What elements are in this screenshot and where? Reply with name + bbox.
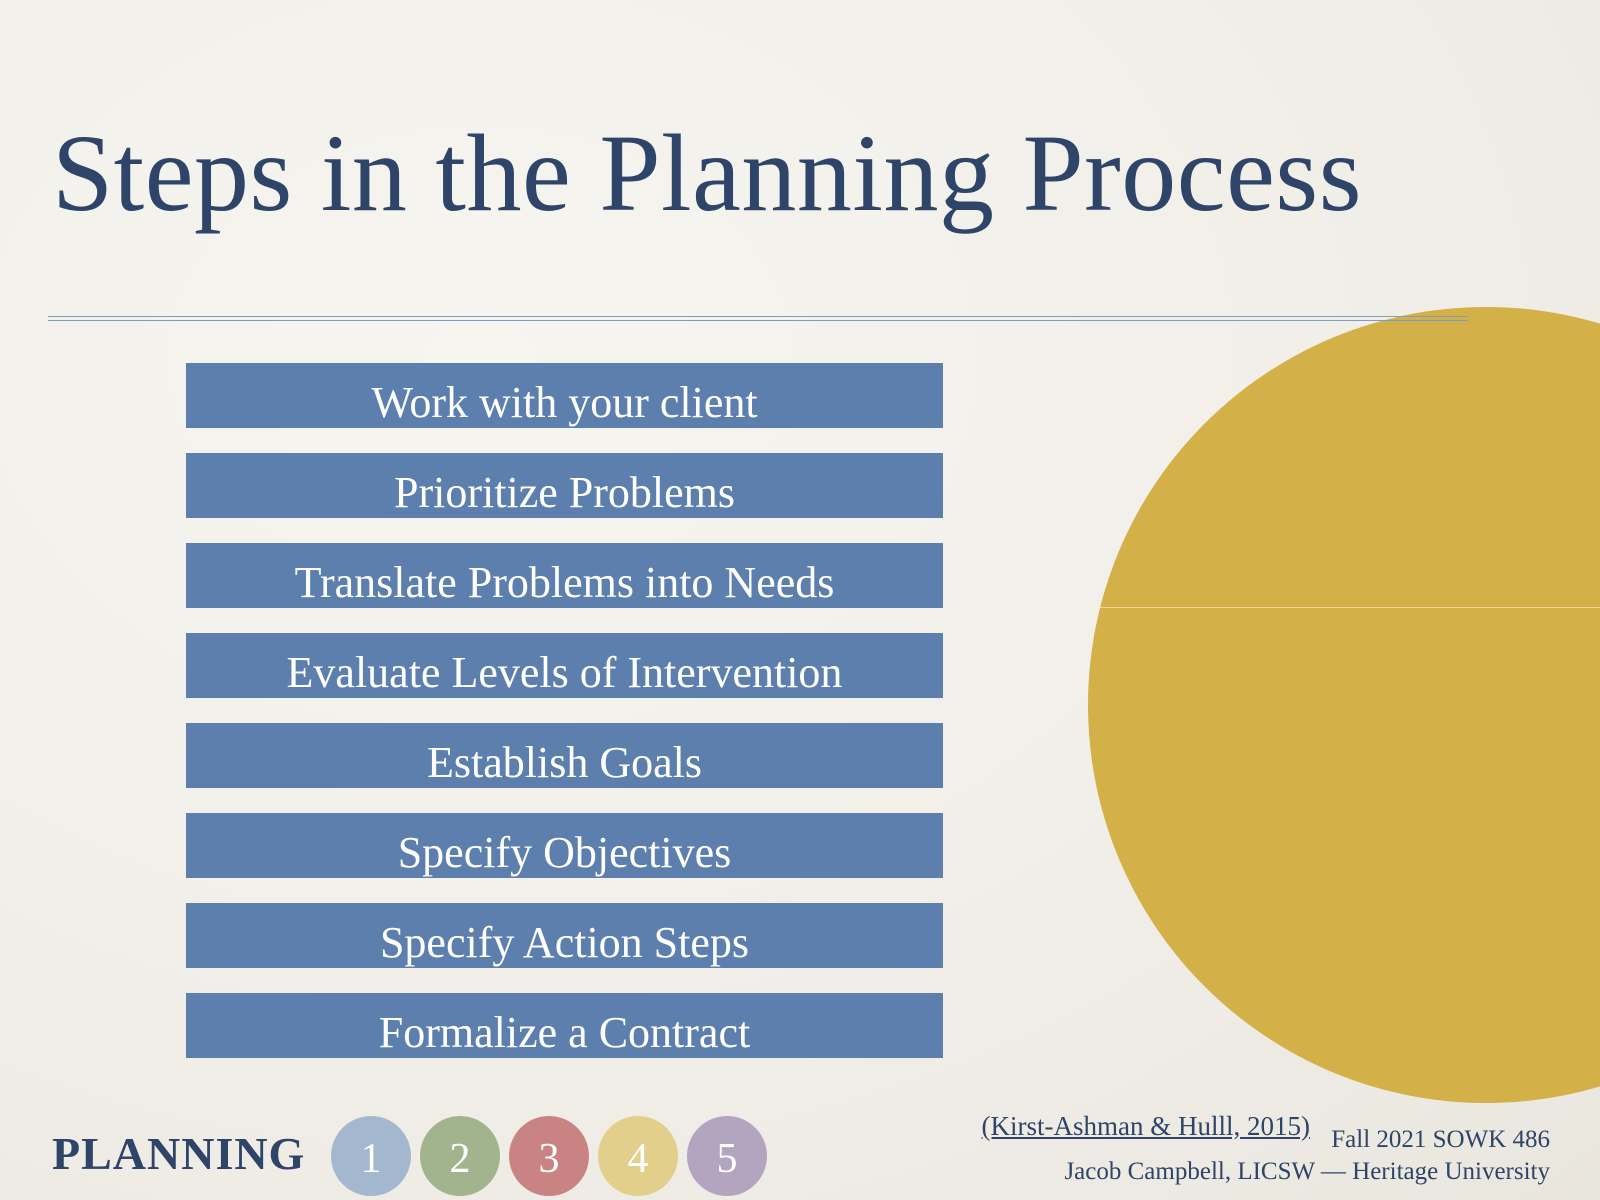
step-item: Formalize a Contract — [186, 993, 943, 1058]
step-item: Evaluate Levels of Intervention — [186, 633, 943, 698]
section-number-5[interactable]: 5 — [687, 1116, 767, 1196]
decorative-circle — [1088, 307, 1600, 1103]
course-info: Fall 2021 SOWK 486 — [1331, 1126, 1550, 1153]
slide-title: Steps in the Planning Process — [52, 112, 1363, 234]
steps-list: Work with your client Prioritize Problem… — [186, 363, 943, 1083]
citation-link[interactable]: (Kirst-Ashman & Hulll, 2015) — [981, 1111, 1310, 1141]
section-number-nav: 1 2 3 4 5 — [331, 1116, 767, 1196]
section-number-2[interactable]: 2 — [420, 1116, 500, 1196]
section-number-1[interactable]: 1 — [331, 1116, 411, 1196]
step-item: Specify Objectives — [186, 813, 943, 878]
step-item: Work with your client — [186, 363, 943, 428]
step-item: Prioritize Problems — [186, 453, 943, 518]
author-info: Jacob Campbell, LICSW — Heritage Univers… — [1064, 1158, 1550, 1185]
circle-seam — [1088, 607, 1600, 608]
section-number-4[interactable]: 4 — [598, 1116, 678, 1196]
section-number-3[interactable]: 3 — [509, 1116, 589, 1196]
section-label: PLANNING — [52, 1128, 306, 1179]
title-divider — [48, 316, 1468, 321]
step-item: Specify Action Steps — [186, 903, 943, 968]
step-item: Translate Problems into Needs — [186, 543, 943, 608]
step-item: Establish Goals — [186, 723, 943, 788]
